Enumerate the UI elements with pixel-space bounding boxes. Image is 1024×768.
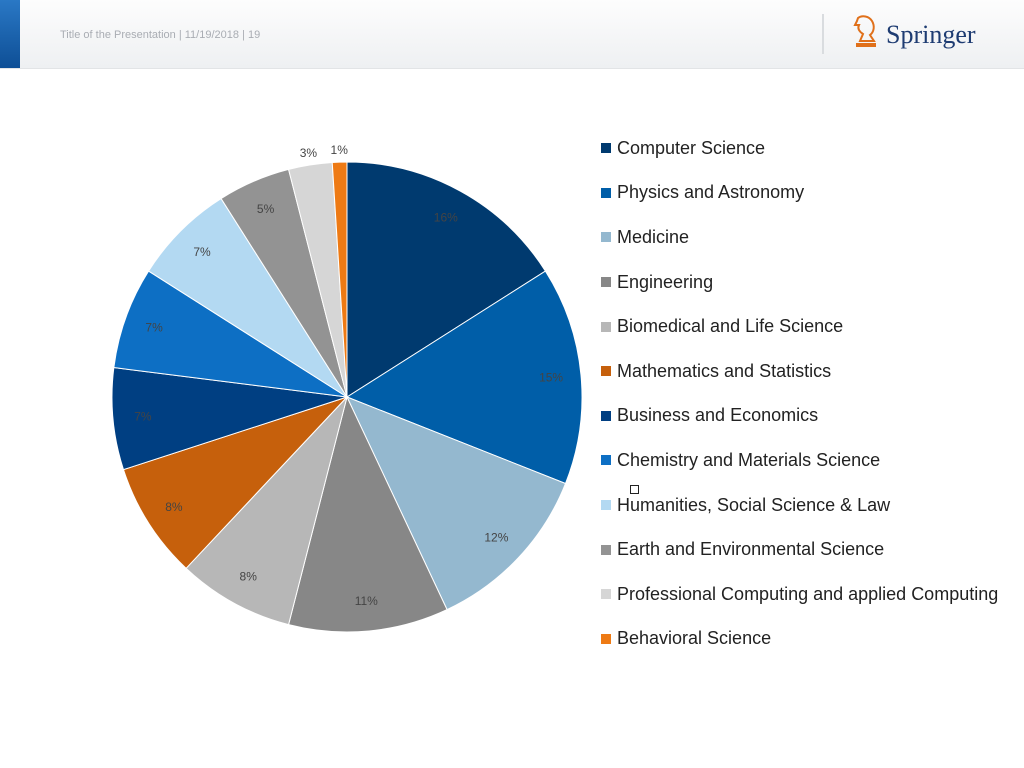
data-label: 12% [484,530,508,544]
legend-swatch [601,321,611,332]
legend-swatch [601,366,611,377]
data-label: 3% [300,146,318,160]
pie-slice [287,395,448,633]
legend-entry: Engineering [601,260,1021,305]
legend-label: Mathematics and Statistics [617,360,832,381]
legend-label: Professional Computing and applied Compu… [617,583,999,604]
legend-entry: Business and Economics [601,394,1021,439]
pie-slice [111,366,348,471]
legend-swatch [601,589,611,600]
legend-swatch [601,410,611,421]
legend-label: Humanities, Social Science & Law [617,494,891,515]
pie-slice [346,396,567,611]
slide-header: Title of the Presentation | 11/19/2018 |… [0,0,1024,69]
data-label: 7% [134,409,152,423]
data-label: 1% [331,143,349,157]
knight-chess-icon [853,15,876,47]
pie-slice [113,270,348,398]
pie-chart: 16% 15% 12% 11% 8% 8% 7% 7% 7% 5% 3% 1% [111,143,583,633]
legend-entry: Behavioral Science [601,617,1021,662]
legend-entry: Physics and Astronomy [601,171,1021,216]
legend-entry: Earth and Environmental Science [601,527,1021,572]
legend-label: Physics and Astronomy [617,182,805,203]
legend-label: Business and Economics [617,405,819,426]
data-label: 15% [539,371,563,385]
legend-label: Computer Science [617,137,766,158]
data-label: 8% [165,500,183,514]
legend-label: Engineering [617,271,714,292]
legend-swatch [601,232,611,243]
legend-swatch [601,455,611,466]
pie-slice [185,396,348,626]
legend-entry: Professional Computing and applied Compu… [601,572,1021,617]
legend-label: Medicine [617,226,690,247]
presentation-title: Title of the Presentation | 11/19/2018 |… [60,29,261,41]
legend-swatch [601,143,611,154]
data-label: 8% [240,570,258,584]
data-label: 16% [434,210,458,224]
legend-label: Chemistry and Materials Science [617,449,881,470]
legend-entry: Medicine [601,215,1021,260]
legend-swatch [601,277,611,288]
data-label: 7% [145,321,163,335]
header-divider [822,14,824,54]
pie-slice [122,396,348,570]
pie-slice [345,270,583,485]
springer-logo: Springer [852,14,982,54]
pie-slice [331,161,348,398]
header-accent-bar [0,0,20,68]
selection-marker [630,485,639,494]
legend-swatch [601,544,611,555]
legend-entry: Mathematics and Statistics [601,349,1021,394]
legend-swatch [601,633,611,644]
legend-label: Biomedical and Life Science [617,316,844,337]
legend-label: Earth and Environmental Science [617,539,885,560]
logo-text: Springer [886,20,976,49]
pie-slice [147,197,348,398]
legend-entry: Humanities, Social Science & Law [601,483,1021,528]
legend-entry: Biomedical and Life Science [601,304,1021,349]
data-label: 11% [355,594,378,608]
legend-label: Behavioral Science [617,628,772,649]
pie-slice [346,161,547,398]
data-label: 5% [257,202,275,216]
legend-entry: Computer Science [601,126,1021,171]
legend-swatch [601,187,611,198]
legend-swatch [601,500,611,511]
legend-entry: Chemistry and Materials Science [601,438,1021,483]
chart-legend: Computer Science Physics and Astronomy Med… [601,126,1021,661]
data-label: 7% [193,245,211,259]
